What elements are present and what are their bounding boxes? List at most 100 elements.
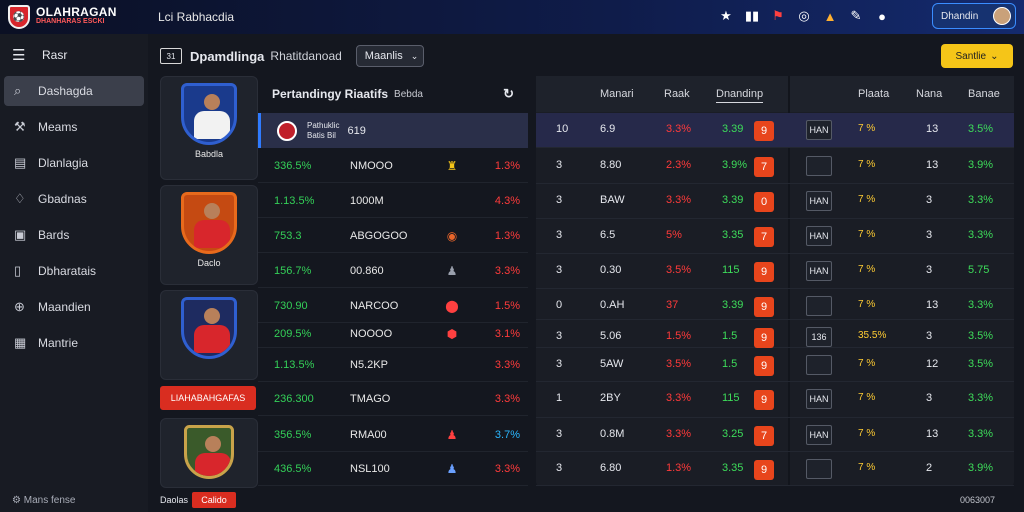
team-flag[interactable]: [806, 156, 832, 176]
feed-row[interactable]: 1.13.5% N5.2KP 3.3%: [258, 348, 528, 382]
team-flag[interactable]: 136: [806, 327, 832, 347]
cell-val: 6.80: [600, 462, 622, 474]
match-card[interactable]: [160, 418, 258, 488]
feed-row[interactable]: 336.5% NMOOO ♜ 1.3%: [258, 149, 528, 183]
sidebar-item-label: Dashagda: [38, 84, 93, 98]
chat-icon[interactable]: ◎: [798, 8, 810, 23]
team-flag[interactable]: [806, 355, 832, 375]
hamburger-icon[interactable]: ☰: [12, 47, 26, 64]
club-icon: ⬢: [446, 326, 458, 341]
table-row[interactable]: 0 0.AH 37 3.39 13 3.3% 9 7 %: [536, 289, 1014, 320]
filter-select[interactable]: Maanlis ⌄: [355, 45, 424, 67]
sidebar-item-boards[interactable]: ▣ Bards: [4, 220, 144, 250]
bottom-pill[interactable]: Calido: [192, 492, 237, 508]
profile-icon[interactable]: ●: [878, 8, 886, 24]
column-header[interactable]: Manari: [600, 88, 634, 100]
column-divider: [788, 76, 790, 486]
team-flag[interactable]: HAN: [806, 389, 832, 409]
odds-button[interactable]: 7: [754, 227, 774, 247]
feed-pct: 1.13.5%: [274, 358, 315, 371]
odds-button[interactable]: 9: [754, 356, 774, 376]
sidebar-item-dashboard[interactable]: ⌕ Dashagda: [4, 76, 144, 106]
selected-score: 619: [347, 124, 366, 137]
odds-button[interactable]: 9: [754, 460, 774, 480]
match-card[interactable]: [160, 290, 258, 380]
table-row[interactable]: 3 8.80 2.3% 3.9% 13 3.9% 7 7 %: [536, 149, 1014, 184]
feed-row[interactable]: 236.300 TMAGO 3.3%: [258, 382, 528, 416]
cell-rank: 3: [556, 428, 563, 440]
cell-g: 3.3%: [968, 229, 994, 241]
match-card[interactable]: Babdla: [160, 76, 258, 180]
feed-pct: 436.5%: [274, 462, 312, 475]
column-header[interactable]: Raak: [664, 88, 690, 100]
toolbar-title: Dpamdlinga: [190, 48, 265, 64]
cell-val: 0.8M: [600, 428, 625, 440]
table-row[interactable]: 10 6.9 3.3% 3.39 13 3.5% 9 HAN 7 %: [536, 113, 1014, 148]
stats-icon[interactable]: ▮▮: [744, 8, 760, 23]
cell-p2: 3.35: [722, 462, 744, 474]
team-flag[interactable]: HAN: [806, 226, 832, 246]
sidebar-item-label: Meams: [38, 120, 78, 134]
menu-toggle[interactable]: ☰ Rasr: [0, 34, 148, 76]
odds-button[interactable]: 9: [754, 262, 774, 282]
feed-row[interactable]: 356.5% RMA00 ♟ 3.7%: [258, 418, 528, 452]
sidebar-item-leagues[interactable]: ♢ Gbadnas: [4, 184, 144, 214]
sidebar-footer[interactable]: ⚙ Mans fense: [12, 495, 75, 506]
table-row[interactable]: 3 6.5 5% 3.35 3 3.3% 7 HAN 7 %: [536, 219, 1014, 254]
document-icon: ▤: [14, 155, 27, 170]
feed-row[interactable]: 1.13.5% 1000M 4.3%: [258, 184, 528, 218]
table-row[interactable]: 3 0.30 3.5% 115 3 5.75 9 HAN 7 %: [536, 254, 1014, 289]
feed-name: 1000M: [350, 194, 384, 207]
table-row[interactable]: 3 0.8M 3.3% 3.25 13 3.3% 7 HAN 7 %: [536, 418, 1014, 452]
primary-action-button[interactable]: Santlie ⌄: [941, 44, 1013, 68]
feed-row[interactable]: 436.5% NSL100 ♟ 3.3%: [258, 452, 528, 486]
column-header[interactable]: Plaata: [858, 88, 890, 100]
alert-icon[interactable]: ▲: [823, 8, 837, 24]
sidebar-item-matches[interactable]: ▤ Dlanlagia: [4, 148, 144, 178]
feed-selected-row[interactable]: Pathuklic Batis Bil 619: [258, 113, 528, 148]
team-flag[interactable]: HAN: [806, 191, 832, 211]
table-row[interactable]: 3 BAW 3.3% 3.39 3 3.3% 0 HAN 7 %: [536, 184, 1014, 219]
odds-button[interactable]: 9: [754, 328, 774, 348]
match-card[interactable]: Daclo: [160, 185, 258, 285]
table-row[interactable]: 3 6.80 1.3% 3.35 2 3.9% 9 7 %: [536, 452, 1014, 486]
team-flag[interactable]: [806, 296, 832, 316]
column-header[interactable]: Banae: [968, 88, 1000, 100]
feed-row[interactable]: 209.5% NOOOO ⬢ 3.1%: [258, 320, 528, 348]
team-flag[interactable]: HAN: [806, 120, 832, 140]
promo-badge[interactable]: LIAHABAHGAFAS: [160, 386, 256, 410]
logo[interactable]: ⚽ OLAHRAGAN DHANHARAS ESCKI: [0, 5, 150, 29]
column-header[interactable]: Nana: [916, 88, 943, 100]
refresh-icon[interactable]: ↻: [503, 86, 514, 101]
odds-button[interactable]: 7: [754, 157, 774, 177]
sidebar-item-teams[interactable]: ⚒ Meams: [4, 112, 144, 142]
odds-button[interactable]: 9: [754, 297, 774, 317]
team-flag[interactable]: HAN: [806, 425, 832, 445]
odds-button[interactable]: 9: [754, 390, 774, 410]
feed-name: 00.860: [350, 264, 384, 277]
table-row[interactable]: 3 5.06 1.5% 1.5 3 3.5% 9 136 35.5%: [536, 320, 1014, 348]
search-icon: ⌕: [14, 83, 22, 98]
star-icon[interactable]: ★: [720, 8, 732, 23]
sidebar-item-reports[interactable]: ▦ Mantrie: [4, 328, 144, 358]
avatar: [993, 7, 1011, 25]
table-row[interactable]: 3 5AW 3.5% 1.5 12 3.5% 9 7 %: [536, 348, 1014, 382]
feed-row[interactable]: 753.3 ABGOGOO ◉ 1.3%: [258, 219, 528, 253]
sidebar-item-label: Bards: [38, 228, 70, 242]
odds-button[interactable]: 7: [754, 426, 774, 446]
column-header[interactable]: Dnandinp: [716, 88, 764, 103]
sidebar-item-standings[interactable]: ⊕ Maandien: [4, 292, 144, 322]
tools-icon[interactable]: ✎: [850, 8, 862, 23]
odds-button[interactable]: 0: [754, 192, 774, 212]
odds-button[interactable]: 9: [754, 121, 774, 141]
feed-row[interactable]: 730.90 NARCOO ⬤ 1.5%: [258, 289, 528, 323]
user-menu-button[interactable]: Dhandin: [932, 3, 1016, 29]
team-flag[interactable]: HAN: [806, 261, 832, 281]
sidebar-item-stats[interactable]: ▯ Dbharatais: [4, 256, 144, 286]
table-row[interactable]: 1 2BY 3.3% 115 3 3.3% 9 HAN 7 %: [536, 382, 1014, 418]
cell-val: 8.80: [600, 159, 622, 171]
flag-icon[interactable]: ⚑: [772, 8, 784, 23]
feed-name: N5.2KP: [350, 358, 388, 371]
feed-row[interactable]: 156.7% 00.860 ♟ 3.3%: [258, 254, 528, 288]
team-flag[interactable]: [806, 459, 832, 479]
